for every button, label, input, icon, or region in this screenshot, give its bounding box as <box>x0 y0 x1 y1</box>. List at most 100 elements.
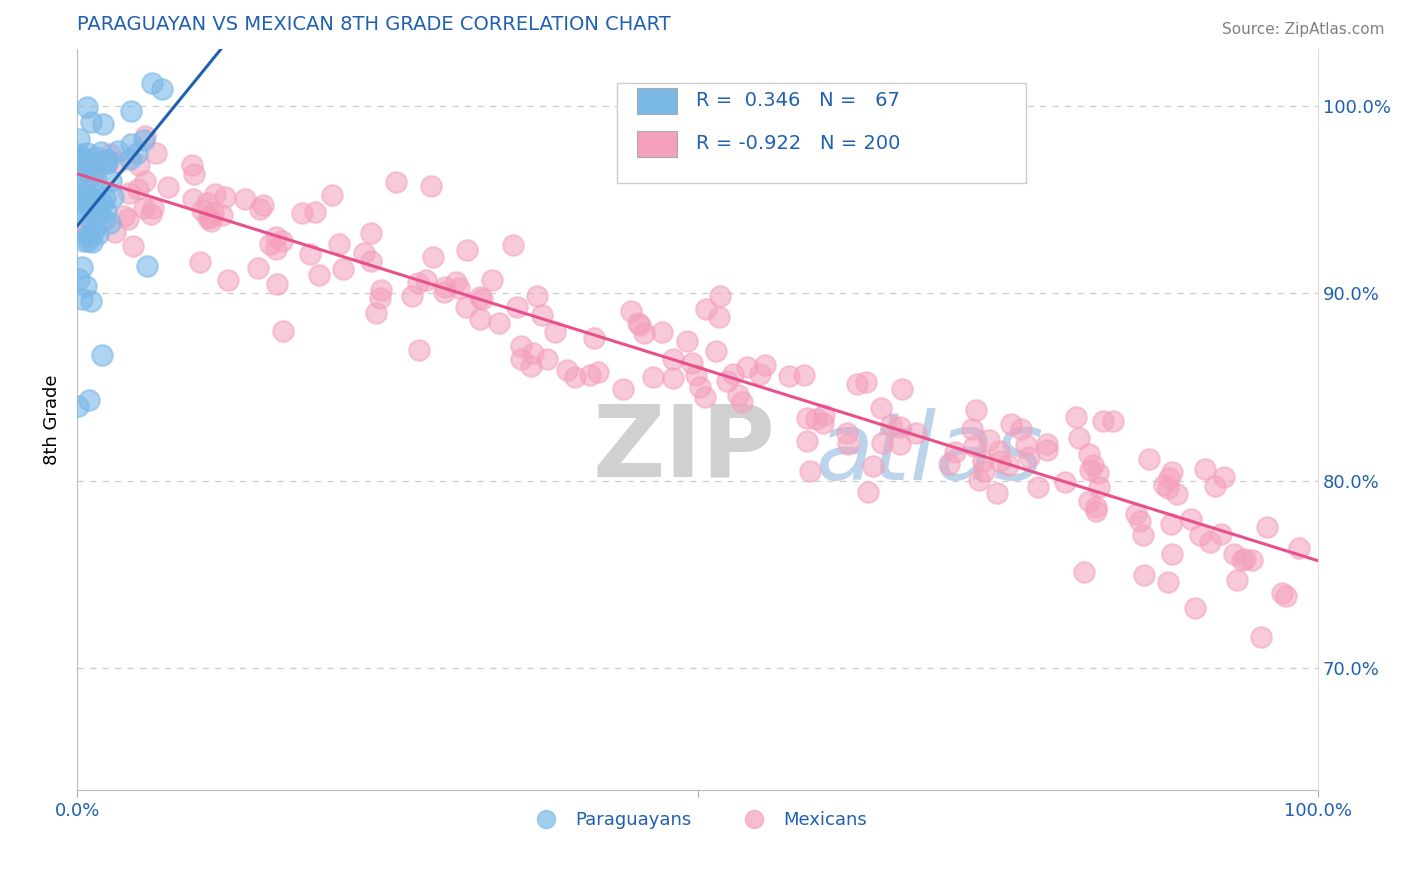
Point <box>1102 414 1125 428</box>
Point <box>67 184 90 198</box>
Point <box>583 331 606 345</box>
Text: R =  0.346   N =   67: R = 0.346 N = 67 <box>696 91 900 111</box>
Point <box>627 317 650 331</box>
Point <box>132 133 155 147</box>
Point <box>796 434 818 449</box>
Point <box>72 188 94 202</box>
Point <box>211 208 233 222</box>
Point <box>904 425 927 440</box>
Point <box>128 158 150 172</box>
Point <box>73 153 96 167</box>
Point <box>855 375 877 389</box>
Point <box>79 293 101 308</box>
Point <box>249 202 271 216</box>
Point <box>1137 452 1160 467</box>
Point <box>1274 589 1296 603</box>
Point <box>117 211 139 226</box>
Point <box>454 300 477 314</box>
Point <box>754 359 776 373</box>
Point <box>1078 493 1101 508</box>
Point <box>960 422 983 436</box>
Point <box>198 211 221 225</box>
Point <box>70 260 93 274</box>
Point <box>1230 553 1253 567</box>
Point <box>197 211 219 225</box>
Point <box>891 382 914 396</box>
Point <box>1288 541 1310 556</box>
Point <box>67 172 90 186</box>
Point <box>619 303 641 318</box>
Point <box>1081 458 1104 472</box>
Point <box>1084 500 1107 514</box>
Point <box>1234 551 1257 566</box>
Point <box>360 226 382 240</box>
Point <box>433 285 456 299</box>
Point <box>79 115 101 129</box>
Point <box>1067 431 1090 445</box>
Point <box>247 260 270 275</box>
Point <box>291 206 314 220</box>
Point <box>938 457 960 471</box>
Point <box>91 348 114 362</box>
Point <box>76 146 98 161</box>
Point <box>965 403 987 417</box>
Point <box>82 225 104 239</box>
Point <box>837 437 859 451</box>
Point <box>93 153 115 167</box>
Point <box>266 277 288 291</box>
Point <box>997 458 1019 472</box>
Point <box>555 362 578 376</box>
Point <box>107 154 129 169</box>
Point <box>721 367 744 381</box>
Point <box>1161 548 1184 562</box>
Point <box>142 202 165 216</box>
Point <box>643 370 665 384</box>
Point <box>94 203 117 218</box>
Point <box>509 339 531 353</box>
Point <box>502 237 524 252</box>
Point <box>308 268 330 283</box>
Point <box>181 158 204 172</box>
Point <box>1180 512 1202 526</box>
Point <box>401 289 423 303</box>
Point <box>139 207 162 221</box>
Point <box>80 169 103 184</box>
Point <box>83 187 105 202</box>
Point <box>1241 553 1264 567</box>
FancyBboxPatch shape <box>637 131 676 157</box>
Point <box>1129 514 1152 528</box>
Point <box>1088 479 1111 493</box>
Point <box>1077 447 1099 461</box>
Point <box>433 279 456 293</box>
Point <box>973 463 995 477</box>
Point <box>707 310 730 324</box>
Point <box>662 371 685 385</box>
Point <box>488 316 510 330</box>
Point <box>1036 443 1059 458</box>
FancyBboxPatch shape <box>637 88 676 114</box>
Point <box>716 374 738 388</box>
Point <box>406 276 429 290</box>
Point <box>408 343 430 357</box>
Point <box>332 262 354 277</box>
Point <box>91 117 114 131</box>
Point <box>988 444 1011 458</box>
Point <box>1000 417 1022 431</box>
Point <box>806 412 828 426</box>
Point <box>122 239 145 253</box>
Point <box>100 174 122 188</box>
Point <box>1194 462 1216 476</box>
Point <box>1125 508 1147 522</box>
Point <box>579 368 602 383</box>
Point <box>1015 438 1038 452</box>
Point <box>188 254 211 268</box>
Point <box>1026 480 1049 494</box>
Point <box>72 292 94 306</box>
Point <box>526 289 548 303</box>
Point <box>845 377 868 392</box>
Point <box>449 281 471 295</box>
Point <box>385 175 408 189</box>
Point <box>201 205 224 219</box>
Point <box>298 247 321 261</box>
Point <box>977 433 1000 447</box>
